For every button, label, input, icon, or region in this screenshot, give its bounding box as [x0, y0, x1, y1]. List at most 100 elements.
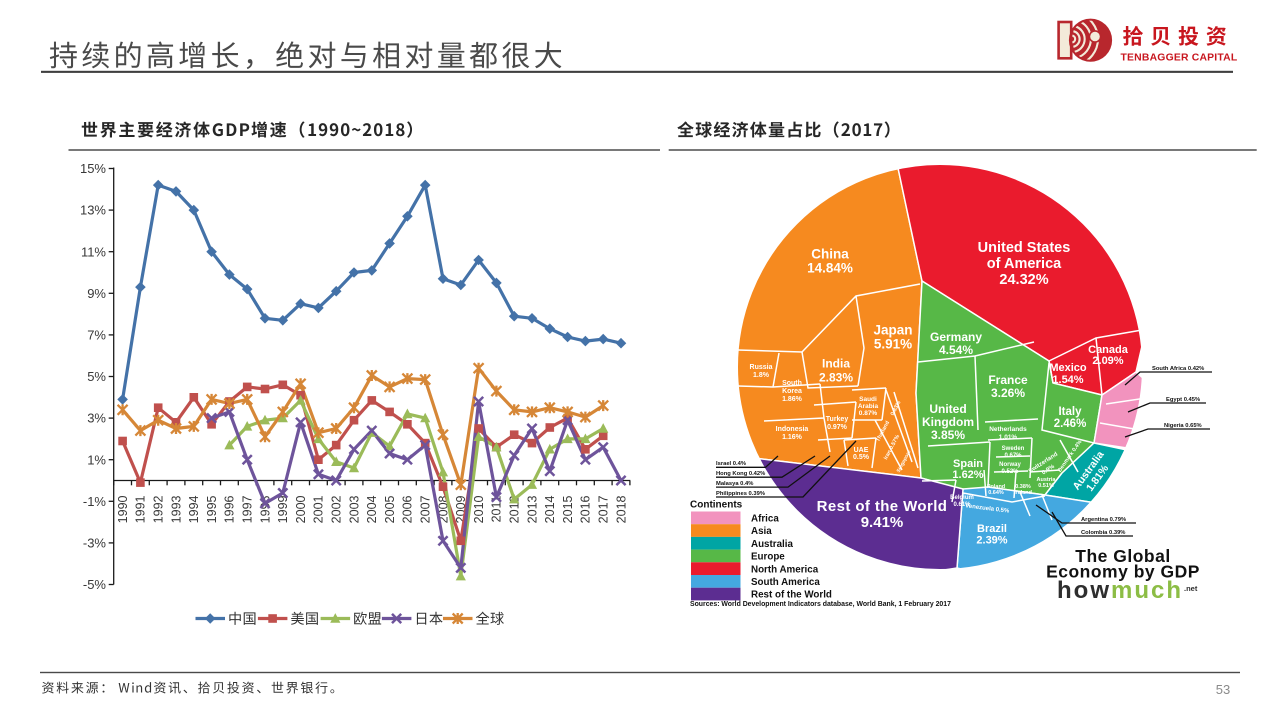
svg-text:3.85%: 3.85%: [931, 428, 965, 442]
svg-text:1992: 1992: [152, 495, 166, 523]
svg-text:The Global: The Global: [1075, 546, 1170, 566]
svg-text:2004: 2004: [365, 495, 379, 523]
svg-text:2000: 2000: [294, 495, 308, 523]
svg-text:1.54%: 1.54%: [1052, 374, 1083, 386]
svg-text:Kingdom: Kingdom: [922, 415, 974, 429]
svg-text:2.39%: 2.39%: [976, 535, 1007, 547]
svg-text:1.16%: 1.16%: [782, 434, 803, 441]
svg-text:1993: 1993: [169, 495, 183, 523]
svg-text:1999: 1999: [276, 495, 290, 523]
svg-text:Sweden: Sweden: [1002, 446, 1025, 452]
svg-text:Spain: Spain: [953, 458, 983, 470]
svg-text:1.01%: 1.01%: [999, 434, 1018, 441]
svg-text:24.32%: 24.32%: [999, 272, 1048, 288]
svg-text:Continents: Continents: [690, 500, 743, 511]
svg-text:Poland: Poland: [987, 484, 1005, 490]
svg-text:2001: 2001: [312, 495, 326, 523]
svg-text:0.38%: 0.38%: [1015, 484, 1031, 490]
svg-text:Ireland: Ireland: [1014, 490, 1032, 496]
svg-text:2005: 2005: [383, 495, 397, 523]
svg-text:0.64%: 0.64%: [988, 490, 1004, 496]
svg-text:Austria: Austria: [1037, 477, 1057, 483]
svg-text:5.91%: 5.91%: [874, 337, 912, 352]
svg-text:Japan: Japan: [873, 323, 912, 338]
svg-text:South America: South America: [751, 577, 820, 588]
svg-text:53: 53: [1216, 682, 1230, 697]
svg-text:0.52%: 0.52%: [1001, 469, 1019, 475]
svg-text:0.67%: 0.67%: [1004, 453, 1022, 459]
svg-text:South: South: [782, 380, 802, 387]
svg-text:0.61%: 0.61%: [953, 502, 971, 508]
svg-text:2003: 2003: [347, 495, 361, 523]
svg-text:North America: North America: [751, 564, 819, 575]
svg-text:2006: 2006: [401, 495, 415, 523]
svg-text:Arabia: Arabia: [858, 403, 879, 410]
svg-text:Colombia 0.39%: Colombia 0.39%: [1081, 530, 1125, 536]
svg-text:2015: 2015: [561, 495, 575, 523]
svg-text:Egypt 0.45%: Egypt 0.45%: [1166, 397, 1200, 403]
svg-text:-3%: -3%: [83, 536, 107, 551]
svg-text:Saudi: Saudi: [859, 396, 877, 403]
svg-text:2016: 2016: [579, 495, 593, 523]
svg-text:3%: 3%: [87, 411, 106, 426]
svg-text:0.5%: 0.5%: [853, 454, 870, 461]
svg-text:Malasya 0.4%: Malasya 0.4%: [716, 481, 753, 487]
svg-text:2017: 2017: [597, 495, 611, 523]
svg-text:2011: 2011: [490, 495, 504, 522]
svg-text:1.62%: 1.62%: [952, 469, 983, 481]
svg-text:3.26%: 3.26%: [991, 386, 1025, 400]
svg-text:4.54%: 4.54%: [939, 343, 973, 357]
svg-text:1.8%: 1.8%: [753, 372, 770, 379]
svg-text:Norway: Norway: [999, 462, 1021, 468]
svg-text:Brazil: Brazil: [977, 523, 1007, 535]
svg-text:Italy: Italy: [1058, 406, 1082, 418]
svg-text:howmuch: howmuch: [1057, 577, 1183, 604]
svg-text:11%: 11%: [81, 244, 106, 259]
svg-text:1995: 1995: [205, 495, 219, 523]
svg-text:Asia: Asia: [751, 526, 772, 537]
svg-text:South Africa 0.42%: South Africa 0.42%: [1152, 366, 1204, 372]
svg-text:Rest of the World: Rest of the World: [817, 498, 948, 515]
svg-text:United: United: [929, 402, 966, 416]
svg-text:Korea: Korea: [782, 388, 802, 395]
svg-text:2.46%: 2.46%: [1054, 418, 1087, 430]
svg-text:7%: 7%: [87, 328, 106, 343]
svg-text:2013: 2013: [525, 495, 539, 523]
svg-text:of America: of America: [987, 256, 1062, 272]
svg-text:Canada: Canada: [1088, 344, 1129, 356]
svg-text:Sources: World Development Ind: Sources: World Development Indicators da…: [690, 601, 951, 608]
svg-text:1996: 1996: [223, 495, 237, 523]
svg-text:9.41%: 9.41%: [861, 514, 904, 531]
svg-text:1994: 1994: [187, 495, 201, 523]
svg-text:1.86%: 1.86%: [782, 396, 803, 403]
svg-text:1990: 1990: [116, 495, 130, 523]
svg-text:1991: 1991: [134, 495, 148, 523]
svg-text:France: France: [988, 373, 1028, 387]
svg-text:.net: .net: [1184, 584, 1198, 593]
svg-text:2.09%: 2.09%: [1092, 355, 1123, 367]
svg-text:Venezuela 0.5%: Venezuela 0.5%: [965, 503, 1010, 514]
svg-text:0.87%: 0.87%: [859, 410, 878, 417]
svg-text:Russia: Russia: [750, 364, 773, 371]
svg-text:Economy by GDP: Economy by GDP: [1046, 562, 1200, 582]
svg-text:9%: 9%: [87, 286, 106, 301]
svg-text:1%: 1%: [87, 452, 106, 467]
svg-text:Australia: Australia: [751, 539, 793, 550]
svg-text:0.51%: 0.51%: [1038, 483, 1054, 489]
svg-text:1997: 1997: [241, 495, 255, 523]
svg-text:5%: 5%: [87, 369, 106, 384]
svg-text:Israel 0.4%: Israel 0.4%: [716, 461, 746, 467]
svg-text:Germany: Germany: [930, 330, 982, 344]
svg-text:Philippines 0.39%: Philippines 0.39%: [716, 491, 765, 497]
svg-text:15%: 15%: [80, 161, 106, 176]
svg-text:Argentina 0.79%: Argentina 0.79%: [1081, 517, 1126, 523]
svg-text:2007: 2007: [419, 495, 433, 523]
svg-text:China: China: [811, 247, 849, 262]
svg-text:Nigeria 0.65%: Nigeria 0.65%: [1164, 423, 1202, 429]
svg-text:Belgium: Belgium: [950, 495, 974, 501]
svg-text:13%: 13%: [80, 203, 106, 218]
svg-text:Turkey: Turkey: [826, 416, 849, 423]
svg-text:Hong Kong 0.42%: Hong Kong 0.42%: [716, 471, 765, 477]
svg-text:2010: 2010: [472, 495, 486, 523]
svg-text:Africa: Africa: [751, 514, 779, 525]
